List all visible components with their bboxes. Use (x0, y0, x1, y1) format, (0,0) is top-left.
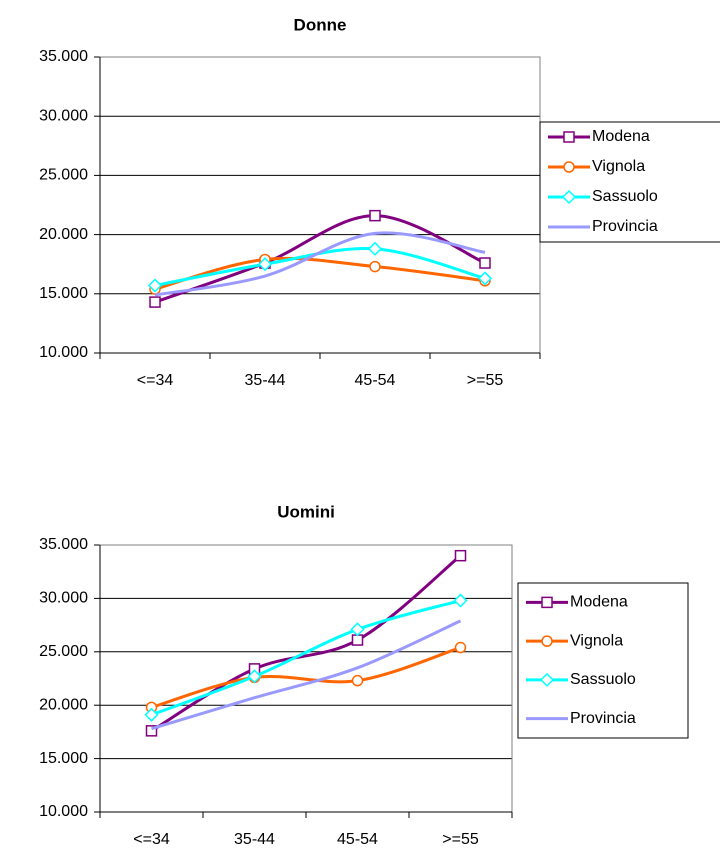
marker (453, 593, 468, 608)
series-line (154, 214, 486, 304)
plot-frame (99, 56, 541, 354)
marker (563, 131, 575, 143)
legend-label: Modena (592, 128, 650, 145)
series-line (150, 554, 462, 733)
series-line (154, 256, 486, 291)
marker (563, 161, 575, 173)
y-tick-label: 20.000 (39, 226, 88, 243)
marker (351, 634, 364, 646)
y-tick-label: 25.000 (39, 643, 88, 660)
marker (369, 260, 381, 273)
marker (539, 672, 555, 687)
y-tick-label: 35.000 (39, 48, 88, 65)
marker (351, 674, 364, 687)
marker (149, 296, 161, 308)
y-tick-label: 20.000 (39, 696, 88, 713)
x-tick-label: >=55 (442, 831, 479, 848)
x-tick-label: 45-54 (355, 372, 396, 389)
legend-label: Provincia (570, 710, 636, 727)
x-tick-label: 45-54 (337, 831, 378, 848)
legend-label: Vignola (570, 632, 623, 649)
marker (257, 257, 273, 272)
legend-label: Provincia (592, 218, 658, 235)
marker (247, 669, 262, 684)
marker (561, 189, 577, 205)
chart-title: Donne (294, 15, 347, 34)
chart-title: Uomini (277, 502, 335, 521)
series-line (151, 619, 462, 731)
legend-label: Sassuolo (570, 671, 636, 688)
y-tick-label: 30.000 (39, 590, 88, 607)
marker (145, 725, 158, 737)
marker (147, 278, 163, 293)
marker (369, 209, 381, 222)
x-tick-label: 35-44 (245, 372, 286, 389)
series-line (150, 599, 461, 717)
y-tick-label: 15.000 (39, 285, 88, 302)
y-tick-label: 25.000 (39, 167, 88, 184)
x-tick-label: <=34 (133, 831, 170, 848)
marker (350, 622, 365, 637)
marker (454, 549, 467, 562)
legend-label: Vignola (592, 158, 645, 175)
marker (454, 641, 467, 654)
x-tick-label: 35-44 (234, 831, 275, 848)
marker (479, 257, 491, 269)
marker (541, 635, 553, 647)
marker (367, 241, 383, 256)
y-tick-label: 10.000 (39, 344, 88, 361)
marker (541, 596, 553, 609)
x-tick-label: >=55 (467, 372, 504, 389)
y-tick-label: 30.000 (39, 107, 88, 124)
legend-label: Modena (570, 594, 628, 611)
series-line (151, 646, 461, 709)
legend-box (517, 582, 689, 739)
y-tick-label: 10.000 (39, 803, 88, 820)
x-tick-label: <=34 (137, 372, 174, 389)
series-line (154, 231, 486, 297)
marker (144, 707, 159, 722)
y-tick-label: 15.000 (39, 750, 88, 767)
y-tick-label: 35.000 (39, 536, 88, 553)
marker (477, 271, 493, 286)
legend-label: Sassuolo (592, 188, 658, 205)
